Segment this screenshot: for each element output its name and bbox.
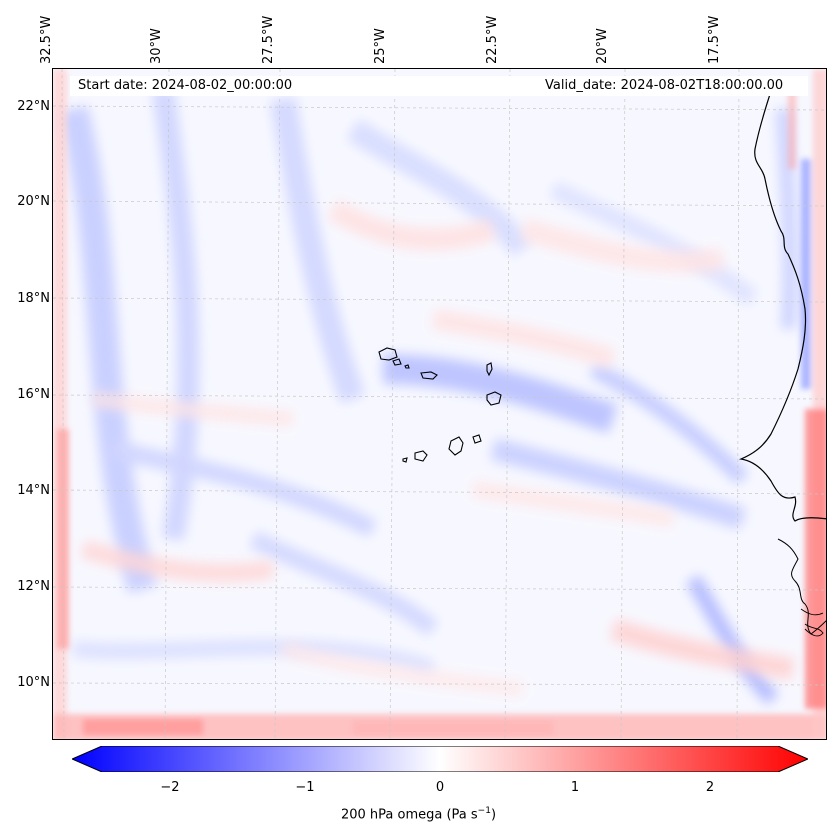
omega-field — [53, 69, 826, 739]
colorbar-title: 200 hPa omega (Pa s−1) — [340, 806, 497, 823]
lat-label-12n: 12°N — [17, 579, 50, 594]
lat-label-14n: 14°N — [17, 483, 50, 498]
lat-label-22n: 22°N — [17, 99, 50, 114]
coastline — [738, 84, 826, 522]
lon-label-27-5w: 27.5°W — [261, 15, 276, 64]
lat-label-10n: 10°N — [17, 675, 50, 690]
lon-label-22-5w: 22.5°W — [485, 15, 500, 64]
start-date-label: Start date: 2024-08-02_00:00:00 — [78, 78, 293, 93]
colorbar-tick-minus1: −1 — [295, 780, 315, 795]
lat-label-20n: 20°N — [17, 194, 50, 209]
info-bar — [70, 76, 808, 96]
valid-date-label: Valid_date: 2024-08-02T18:00:00.00 — [545, 78, 784, 93]
lat-label-18n: 18°N — [17, 291, 50, 306]
colorbar — [72, 746, 808, 772]
colorbar-tick-0: 0 — [435, 780, 445, 795]
lon-label-20w: 20°W — [595, 28, 610, 64]
colorbar-tick-minus2: −2 — [160, 780, 180, 795]
colorbar-tick-2: 2 — [705, 780, 715, 795]
lon-label-17-5w: 17.5°W — [707, 15, 722, 64]
lon-label-32-5w: 32.5°W — [39, 15, 54, 64]
islands — [378, 347, 502, 463]
lon-label-25w: 25°W — [373, 28, 388, 64]
colorbar-tick-1: 1 — [570, 780, 580, 795]
lon-label-30w: 30°W — [149, 28, 164, 64]
map-panel — [52, 68, 827, 740]
lat-label-16n: 16°N — [17, 387, 50, 402]
